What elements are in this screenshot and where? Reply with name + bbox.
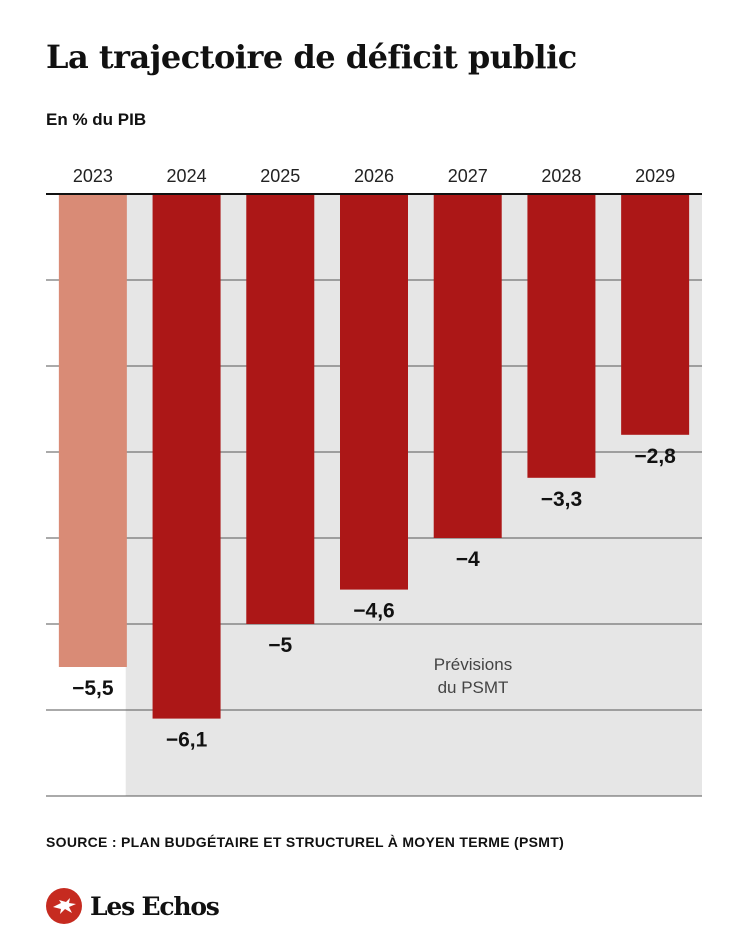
category-label-2025: 2025 bbox=[260, 166, 300, 186]
bar-2024 bbox=[152, 194, 221, 719]
bar-2027 bbox=[433, 194, 502, 538]
bar-2025 bbox=[246, 194, 315, 624]
chart-subtitle: En % du PIB bbox=[46, 110, 147, 129]
bar-2026 bbox=[340, 194, 408, 590]
category-label-2028: 2028 bbox=[541, 166, 581, 186]
value-label-2023: −5,5 bbox=[72, 677, 114, 700]
brand-name: Les Echos bbox=[90, 891, 220, 921]
category-label-2023: 2023 bbox=[73, 166, 113, 186]
value-label-2027: −4 bbox=[456, 548, 480, 571]
category-label-2026: 2026 bbox=[354, 166, 394, 186]
forecast-background bbox=[125, 194, 702, 796]
les-echos-bird-icon bbox=[46, 888, 82, 924]
les-echos-logo: Les Echos bbox=[46, 888, 220, 924]
deficit-bar-chart: 2023 2024 2025 2026 2027 2028 2029 −5,5 −6,1 −5 −4… bbox=[46, 166, 702, 797]
value-label-2028: −3,3 bbox=[541, 488, 582, 511]
source-note: SOURCE : PLAN BUDGÉTAIRE ET STRUCTUREL À… bbox=[46, 834, 565, 850]
category-label-2024: 2024 bbox=[167, 166, 207, 186]
bar-2028 bbox=[527, 194, 596, 478]
value-label-2026: −4,6 bbox=[353, 600, 394, 623]
bar-2029 bbox=[621, 194, 690, 435]
forecast-annotation-line: Prévisions bbox=[434, 655, 512, 674]
category-label-2029: 2029 bbox=[635, 166, 675, 186]
chart-title: La trajectoire de déficit public bbox=[46, 38, 577, 76]
value-label-2029: −2,8 bbox=[634, 445, 676, 468]
forecast-annotation-line: du PSMT bbox=[438, 678, 509, 697]
category-label-2027: 2027 bbox=[448, 166, 488, 186]
bar-2023 bbox=[58, 194, 127, 667]
value-label-2024: −6,1 bbox=[166, 729, 208, 752]
value-label-2025: −5 bbox=[268, 634, 292, 657]
